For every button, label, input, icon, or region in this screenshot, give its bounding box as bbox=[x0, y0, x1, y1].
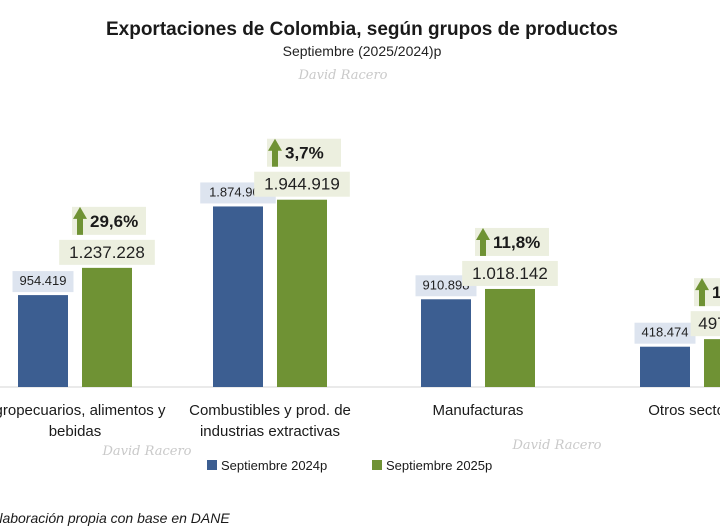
data-label-bg-1-1 bbox=[254, 171, 350, 197]
bar-2025-2 bbox=[485, 288, 535, 387]
data-label-2025-2: 1.018.142 bbox=[472, 264, 548, 283]
data-label-bg-1-3 bbox=[690, 311, 720, 337]
change-pct-0: 29,6% bbox=[90, 212, 138, 231]
change-label-bg-3 bbox=[694, 278, 720, 307]
data-label-bg-0-3 bbox=[634, 322, 696, 344]
data-label-bg-0-0 bbox=[12, 271, 74, 293]
category-label-0-0: Agropecuarios, alimentos y bbox=[0, 402, 166, 419]
up-arrow-shaft-icon bbox=[699, 289, 705, 307]
legend-label-2025: Septiembre 2025p bbox=[386, 458, 492, 473]
up-arrow-shaft-icon bbox=[77, 217, 83, 235]
chart-title: Exportaciones de Colombia, según grupos … bbox=[106, 19, 618, 40]
category-label-2-0: Manufacturas bbox=[433, 402, 524, 419]
legend-label-2024: Septiembre 2024p bbox=[221, 458, 327, 473]
data-label-bg-0-2 bbox=[415, 275, 477, 297]
bar-2024-3 bbox=[640, 346, 690, 387]
up-arrow-icon bbox=[73, 206, 87, 219]
up-arrow-icon bbox=[268, 138, 282, 151]
change-label-bg-1 bbox=[267, 138, 341, 167]
category-label-3-0: Otros sectores bbox=[648, 402, 720, 419]
data-label-bg-1-0 bbox=[59, 239, 155, 265]
bar-2024-0 bbox=[18, 295, 68, 387]
data-label-2025-3: 497.000 bbox=[698, 314, 720, 333]
change-pct-1: 3,7% bbox=[285, 144, 324, 163]
watermark-top: David Racero bbox=[298, 68, 388, 83]
category-label-1-0: Combustibles y prod. de bbox=[189, 402, 351, 419]
legend-swatch-2025 bbox=[372, 460, 382, 470]
watermark-left: David Racero bbox=[102, 444, 192, 459]
change-label-bg-2 bbox=[475, 227, 549, 256]
up-arrow-icon bbox=[476, 227, 490, 240]
category-label-0-1: bebidas bbox=[49, 423, 102, 440]
data-label-2024-0: 954.419 bbox=[20, 273, 67, 288]
change-pct-2: 11,8% bbox=[493, 233, 540, 252]
data-label-2024-1: 1.874.900 bbox=[209, 184, 267, 199]
watermark-right: David Racero bbox=[512, 438, 602, 453]
bar-2024-1 bbox=[213, 206, 263, 387]
up-arrow-shaft-icon bbox=[480, 238, 486, 256]
bar-2024-2 bbox=[421, 299, 471, 387]
change-pct-3: 18,8% bbox=[712, 283, 720, 302]
bar-2025-1 bbox=[277, 199, 327, 387]
source-note: Elaboración propia con base en DANE bbox=[0, 510, 230, 526]
legend: Septiembre 2024p Septiembre 2025p bbox=[207, 458, 492, 473]
data-label-2025-0: 1.237.228 bbox=[69, 243, 145, 262]
bar-2025-3 bbox=[704, 339, 720, 387]
data-label-2024-2: 910.898 bbox=[423, 277, 470, 292]
change-label-bg-0 bbox=[72, 206, 146, 235]
chart-subtitle: Septiembre (2025/2024)p bbox=[283, 43, 442, 59]
bar-2025-0 bbox=[82, 267, 132, 387]
data-label-bg-1-2 bbox=[462, 260, 558, 286]
category-label-1-1: industrias extractivas bbox=[200, 423, 340, 440]
legend-swatch-2024 bbox=[207, 460, 217, 470]
data-label-2025-1: 1.944.919 bbox=[264, 175, 340, 194]
up-arrow-icon bbox=[695, 278, 709, 291]
up-arrow-shaft-icon bbox=[272, 149, 278, 167]
data-label-2024-3: 418.474 bbox=[642, 325, 689, 340]
